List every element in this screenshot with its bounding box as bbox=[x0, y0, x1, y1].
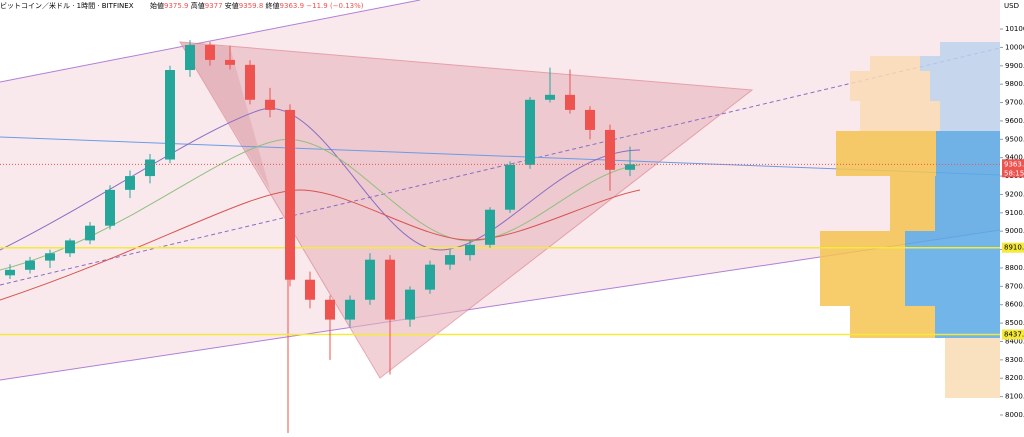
profile-bar bbox=[940, 101, 1000, 131]
candle-body bbox=[505, 164, 515, 210]
candle-body bbox=[5, 269, 15, 276]
candle-body bbox=[185, 45, 195, 71]
profile-bar bbox=[860, 101, 940, 131]
level-tag-bg bbox=[1002, 242, 1024, 253]
level-tag: 8910.2 bbox=[1004, 244, 1024, 252]
y-tick-label: 8500.0 bbox=[1005, 319, 1024, 327]
ma-line bbox=[0, 107, 641, 251]
triangle-small bbox=[180, 42, 270, 190]
profile-bar bbox=[945, 338, 1000, 398]
y-tick-label: 8300.0 bbox=[1005, 356, 1024, 364]
profile-bar bbox=[820, 231, 905, 306]
y-tick-label: 9900.0 bbox=[1005, 62, 1024, 70]
profile-bar bbox=[890, 176, 935, 231]
ohlc-legend: 始値9375.9 高値9377 安値9359.8 終値9363.9 −11.9 … bbox=[150, 1, 364, 10]
price-tag: 9363.9 bbox=[1004, 160, 1024, 168]
profile-bar bbox=[940, 42, 1000, 56]
candle-body bbox=[145, 159, 155, 177]
candle-body bbox=[125, 176, 135, 190]
y-tick-label: 9400.0 bbox=[1005, 154, 1024, 162]
ma-line bbox=[0, 138, 641, 271]
price-tag-bg bbox=[1002, 159, 1024, 178]
currency: USD bbox=[1004, 2, 1019, 10]
profile-bar bbox=[935, 306, 1000, 338]
candle-body bbox=[225, 59, 235, 65]
candle-body bbox=[365, 259, 375, 300]
triangle bbox=[179, 41, 754, 379]
profile-bar bbox=[930, 71, 1000, 101]
legend-label: 安値 bbox=[225, 1, 239, 10]
level-tag-bg bbox=[1002, 329, 1024, 340]
profile-bar bbox=[836, 131, 936, 176]
legend-value: 9377 bbox=[205, 2, 223, 10]
y-tick-label: 9700.0 bbox=[1005, 99, 1024, 107]
legend-label: 高値 bbox=[191, 1, 205, 10]
candle-body bbox=[85, 225, 95, 241]
candle-body bbox=[65, 240, 75, 254]
candle-body bbox=[165, 70, 175, 160]
y-tick-label: 9600.0 bbox=[1005, 117, 1024, 125]
countdown: 58:15 bbox=[1004, 169, 1024, 177]
profile-bar bbox=[850, 306, 935, 338]
price-axis bbox=[1000, 0, 1024, 433]
candle-body bbox=[345, 299, 355, 320]
candle-body bbox=[105, 189, 115, 226]
profile-bar bbox=[850, 71, 930, 101]
candle-body bbox=[265, 99, 275, 110]
candle-body bbox=[625, 164, 635, 170]
y-tick-label: 8600.0 bbox=[1005, 301, 1024, 309]
candle-body bbox=[605, 129, 615, 170]
candle-body bbox=[205, 45, 215, 60]
profile-bar bbox=[870, 56, 930, 71]
candle-body bbox=[485, 209, 495, 245]
chart-title: ビットコイン／米ドル · 1時間 · BITFINEX bbox=[0, 1, 134, 10]
candle-body bbox=[325, 299, 335, 320]
trend-dashed bbox=[0, 47, 1001, 286]
channel-upper bbox=[0, 0, 421, 83]
candle-body bbox=[285, 109, 295, 280]
legend-label: 始値 bbox=[150, 1, 164, 10]
y-tick-label: 9500.0 bbox=[1005, 135, 1024, 143]
y-tick-label: 10000.0 bbox=[1005, 43, 1024, 51]
y-tick-label: 8400.0 bbox=[1005, 337, 1024, 345]
y-tick-label: 10100.0 bbox=[1005, 25, 1024, 33]
y-tick-label: 9200.0 bbox=[1005, 190, 1024, 198]
y-tick-label: 9100.0 bbox=[1005, 209, 1024, 217]
legend-change: −11.9 (−0.13%) bbox=[306, 2, 364, 10]
legend-label: 終値 bbox=[266, 1, 280, 10]
legend-value: 9375.9 bbox=[164, 2, 189, 10]
y-tick-label: 8200.0 bbox=[1005, 374, 1024, 382]
candle-body bbox=[425, 264, 435, 290]
candle-body bbox=[25, 260, 35, 270]
y-tick-label: 9000.0 bbox=[1005, 227, 1024, 235]
legend-value: 9359.8 bbox=[239, 2, 264, 10]
candle-body bbox=[405, 289, 415, 320]
profile-bar bbox=[905, 231, 1000, 306]
y-tick-label: 8800.0 bbox=[1005, 264, 1024, 272]
candle-body bbox=[245, 64, 255, 100]
y-tick-label: 8000.0 bbox=[1005, 411, 1024, 419]
ma-line bbox=[0, 189, 641, 301]
level-tag: 8437.8 bbox=[1004, 331, 1024, 339]
profile-bar bbox=[936, 131, 1000, 176]
candle-body bbox=[45, 253, 55, 261]
volume-profile bbox=[820, 42, 1000, 398]
y-tick-label: 8100.0 bbox=[1005, 393, 1024, 401]
candle-body bbox=[305, 279, 315, 300]
candle-body bbox=[445, 255, 455, 265]
profile-bar bbox=[935, 176, 1000, 231]
profile-bar bbox=[920, 56, 1000, 71]
legend-value: 9363.9 bbox=[280, 2, 305, 10]
candle-body bbox=[545, 94, 555, 100]
candle-body bbox=[385, 259, 395, 320]
y-tick-label: 8700.0 bbox=[1005, 282, 1024, 290]
y-tick-label: 9800.0 bbox=[1005, 80, 1024, 88]
candle-body bbox=[565, 94, 575, 110]
candle-body bbox=[585, 109, 595, 130]
candle-body bbox=[525, 99, 535, 165]
candle-body bbox=[465, 244, 475, 256]
